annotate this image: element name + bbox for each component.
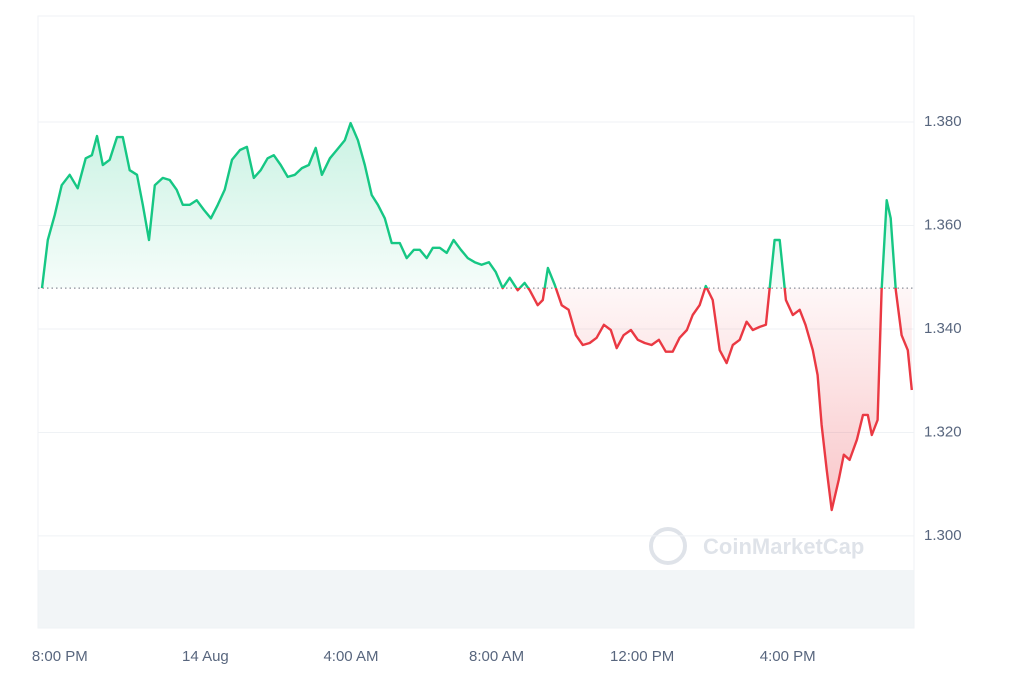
y-tick-label: 1.320	[924, 423, 962, 440]
price-line	[40, 121, 913, 512]
x-tick-label: 4:00 AM	[323, 648, 378, 665]
x-tick-label: 12:00 PM	[610, 648, 674, 665]
x-tick-label: 14 Aug	[182, 648, 229, 665]
y-tick-label: 1.380	[924, 113, 962, 130]
x-tick-label: 8:00 AM	[469, 648, 524, 665]
volume-band	[38, 570, 914, 628]
watermark: CoinMarketCap	[649, 527, 864, 565]
watermark-text: CoinMarketCap	[703, 534, 864, 559]
y-tick-label: 1.300	[924, 527, 962, 544]
y-tick-label: 1.340	[924, 320, 962, 337]
x-tick-label: 4:00 PM	[760, 648, 816, 665]
x-tick-label: 8:00 PM	[32, 648, 88, 665]
y-tick-label: 1.360	[924, 216, 962, 233]
price-area	[42, 123, 912, 510]
watermark-logo	[649, 527, 687, 565]
